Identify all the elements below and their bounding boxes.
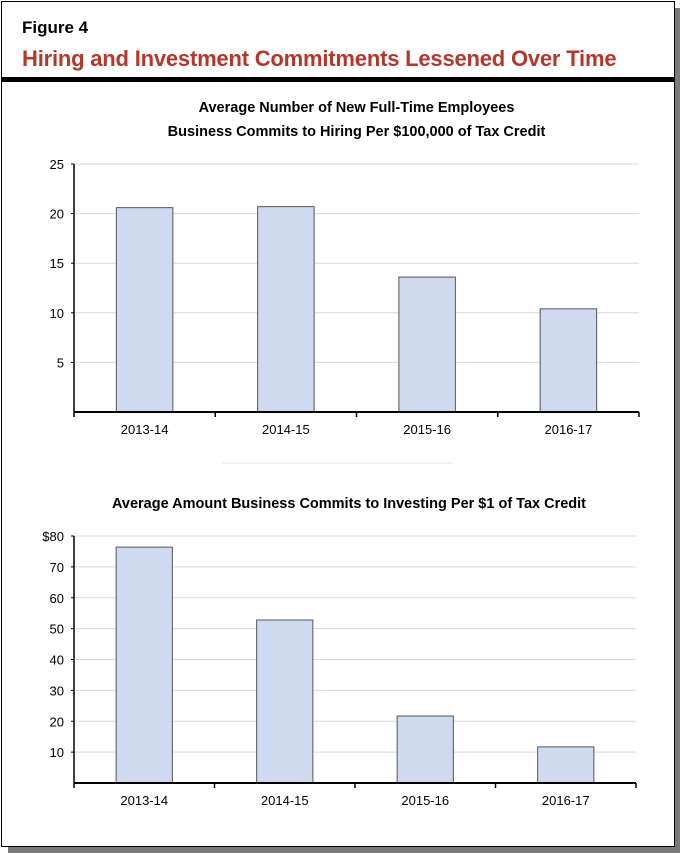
x-tick-label: 2014-15 [261,793,309,808]
y-tick-label: 25 [50,157,64,172]
figure-frame: Figure 4 Hiring and Investment Commitmen… [1,1,675,847]
x-tick-label: 2016-17 [542,793,590,808]
y-tick-label: 5 [57,355,64,370]
x-tick-label: 2013-14 [121,422,169,437]
bar-2014-15 [257,206,315,413]
x-tick-label: 2015-16 [401,793,449,808]
bar-2016-17 [537,746,595,784]
y-tick-label: 50 [50,622,64,637]
chart-title: Business Commits to Hiring Per $100,000 … [168,124,546,140]
bar-2015-16 [396,715,454,784]
figure-label: Figure 4 [22,18,89,37]
chart-title: Average Amount Business Commits to Inves… [112,496,586,512]
bar-2013-14 [115,546,173,784]
header-rule [2,77,674,82]
bar-2015-16 [398,276,456,413]
chart-title: Average Number of New Full-Time Employee… [199,100,515,116]
figure-title: Hiring and Investment Commitments Lessen… [22,46,617,71]
chart-1: Average Number of New Full-Time Employee… [50,100,640,437]
y-tick-label: 10 [50,306,64,321]
y-tick-label: 70 [50,560,64,575]
bar-2013-14 [115,207,174,413]
x-tick-label: 2015-16 [403,422,451,437]
chart-2: Average Amount Business Commits to Inves… [42,496,637,808]
y-tick-label: 20 [50,207,64,222]
bar-2016-17 [539,308,598,413]
y-tick-label: $80 [42,529,64,544]
y-tick-label: 60 [50,591,64,606]
figure-header: Figure 4 Hiring and Investment Commitmen… [2,2,674,76]
x-tick-label: 2013-14 [120,793,168,808]
y-tick-label: 30 [50,683,64,698]
x-tick-label: 2014-15 [262,422,310,437]
y-tick-label: 40 [50,653,64,668]
bar-2014-15 [256,619,314,784]
x-tick-label: 2016-17 [545,422,593,437]
y-tick-label: 10 [50,745,64,760]
y-tick-label: 15 [50,256,64,271]
charts-svg: Average Number of New Full-Time Employee… [42,100,640,808]
y-tick-label: 20 [50,714,64,729]
